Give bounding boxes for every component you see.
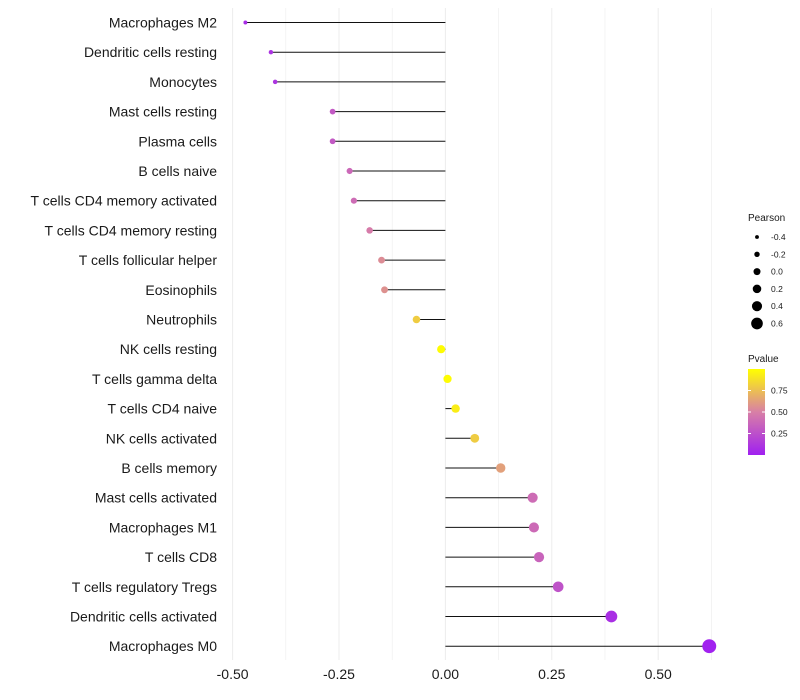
- legend-size-label: -0.4: [771, 232, 786, 242]
- lollipop-point: [329, 138, 336, 145]
- legend-size-label: 0.0: [771, 267, 783, 277]
- lollipop-point: [272, 79, 278, 85]
- y-category-label: T cells regulatory Tregs: [72, 579, 217, 595]
- lollipop-point: [366, 227, 373, 234]
- lollipop-point: [437, 345, 446, 354]
- y-category-label: Macrophages M1: [109, 519, 217, 535]
- y-category-label: Plasma cells: [138, 133, 217, 149]
- y-category-label: Dendritic cells activated: [70, 609, 217, 625]
- y-category-label: Mast cells resting: [109, 104, 217, 120]
- y-category-label: T cells follicular helper: [79, 252, 218, 268]
- legend-size-point: [754, 251, 760, 258]
- legend-size-point: [751, 301, 763, 312]
- lollipop-stems: [245, 22, 710, 647]
- y-category-label: B cells naive: [138, 163, 217, 179]
- y-category-label: B cells memory: [121, 460, 217, 476]
- lollipop-point: [528, 522, 539, 533]
- lollipop-point: [381, 286, 388, 294]
- lollipop-point: [470, 433, 480, 443]
- legend-size-point: [755, 235, 759, 239]
- legend-colorbar: [748, 369, 765, 455]
- lollipop-point: [268, 49, 274, 55]
- lollipop-point: [552, 581, 564, 593]
- legend-size-label: 0.2: [771, 284, 783, 294]
- y-category-label: NK cells activated: [106, 430, 217, 446]
- y-category-label: NK cells resting: [120, 341, 217, 357]
- legend-size-label: 0.6: [771, 319, 783, 329]
- y-axis-labels: Macrophages M2 Dendritic cells resting Mon…: [31, 15, 218, 655]
- legend-size-point: [752, 284, 762, 294]
- lollipop-point: [605, 610, 618, 623]
- x-tick-label: 0.25: [538, 666, 565, 682]
- lollipop-point: [702, 639, 717, 654]
- lollipop-point: [346, 167, 353, 175]
- x-axis-ticks: -0.50 -0.25 0.00 0.25 0.50: [217, 666, 672, 682]
- legend-size-label: 0.4: [771, 301, 783, 311]
- y-category-label: Neutrophils: [146, 312, 217, 328]
- x-tick-label: -0.50: [217, 666, 249, 682]
- legend: Pearson -0.4 -0.2 0.0 0.2 0.4 0.6 Pvalue 0.75…: [748, 213, 788, 455]
- legend-size-point: [753, 268, 761, 276]
- y-category-label: T cells CD4 memory activated: [31, 193, 217, 209]
- legend-colorbar-label: 0.75: [771, 386, 788, 396]
- legend-size-point: [751, 317, 763, 330]
- legend-pearson-items: -0.4 -0.2 0.0 0.2 0.4 0.6: [751, 232, 786, 330]
- y-category-label: T cells gamma delta: [92, 371, 217, 387]
- lollipop-point: [451, 404, 460, 413]
- lollipop-point: [527, 492, 538, 503]
- legend-pvalue-colorbar: 0.75 0.50 0.25: [748, 369, 788, 455]
- x-tick-label: -0.25: [323, 666, 355, 682]
- lollipop-point: [243, 20, 248, 25]
- lollipop-point: [443, 374, 452, 384]
- lollipop-point: [412, 315, 421, 324]
- y-category-label: Mast cells activated: [95, 490, 217, 506]
- lollipop-point: [350, 197, 358, 204]
- legend-pvalue-title: Pvalue: [748, 354, 779, 365]
- legend-colorbar-label: 0.50: [771, 407, 788, 417]
- grid-layer: [232, 8, 712, 660]
- legend-colorbar-label: 0.25: [771, 429, 788, 439]
- y-category-label: Monocytes: [149, 74, 217, 90]
- y-category-label: T cells CD8: [145, 549, 217, 565]
- y-category-label: T cells CD4 memory resting: [45, 222, 217, 238]
- x-tick-label: 0.00: [432, 666, 459, 682]
- y-category-label: T cells CD4 naive: [108, 401, 218, 417]
- x-tick-label: 0.50: [645, 666, 672, 682]
- y-category-label: Eosinophils: [145, 282, 217, 298]
- lollipop-point: [533, 551, 545, 563]
- y-category-label: Dendritic cells resting: [84, 44, 217, 60]
- lollipop-point: [329, 108, 336, 115]
- lollipop-point: [496, 463, 506, 473]
- y-category-label: Macrophages M0: [109, 638, 217, 654]
- lollipop-points: [243, 20, 717, 654]
- legend-pearson-title: Pearson: [748, 213, 785, 224]
- lollipop-point: [378, 256, 385, 264]
- y-category-label: Macrophages M2: [109, 15, 217, 31]
- legend-size-label: -0.2: [771, 249, 786, 259]
